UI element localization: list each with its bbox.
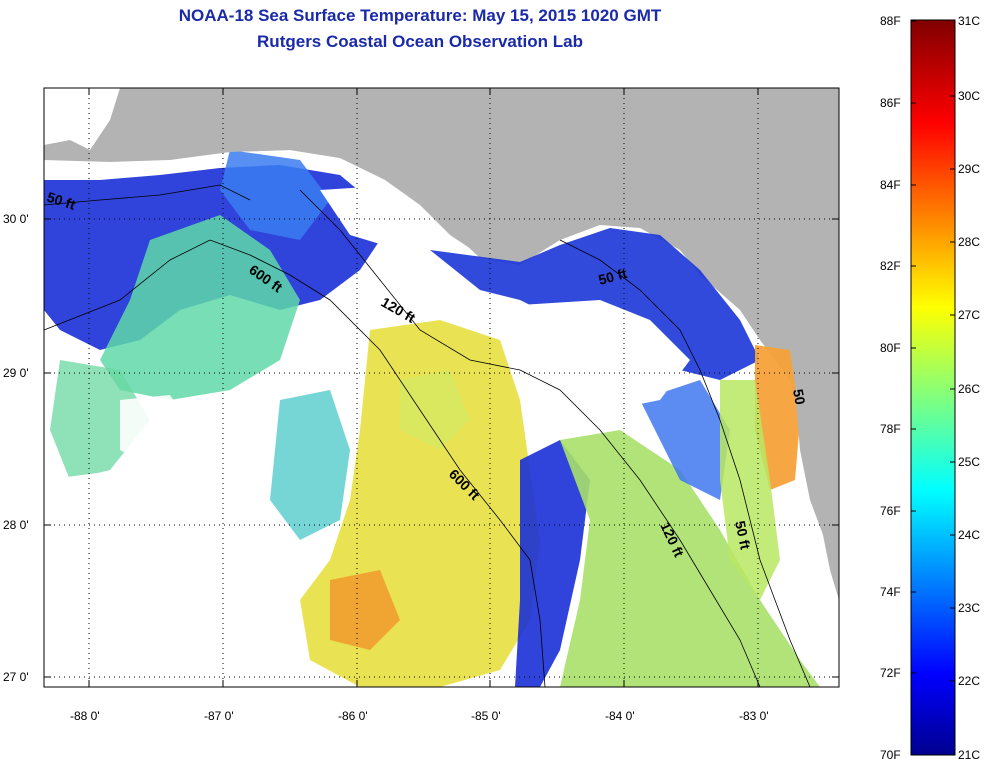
lat-tick-label: 27 0' (3, 670, 29, 684)
colorbar-c-label: 29C (958, 162, 980, 176)
mobile-bay-area (44, 88, 120, 150)
colorbar-c-label: 26C (958, 382, 980, 396)
ocean-layer (44, 150, 839, 687)
contour-label: 50 ft (732, 519, 754, 551)
colorbar-c-label: 21C (958, 748, 980, 762)
chart-title: NOAA-18 Sea Surface Temperature: May 15,… (178, 6, 662, 25)
colorbar-c-label: 22C (958, 674, 980, 688)
lat-tick-label: 28 0' (3, 518, 29, 532)
map-frame (43, 87, 840, 688)
colorbar-f-label: 78F (880, 422, 901, 436)
lat-tick-label: 30 0' (3, 212, 29, 226)
colorbar-c-label: 27C (958, 308, 980, 322)
lat-tick-label: 29 0' (3, 366, 29, 380)
colorbar-f-label: 82F (880, 259, 901, 273)
north-coast-land (44, 88, 839, 300)
colorbar-c-label: 31C (958, 14, 980, 28)
lon-tick-label: -86 0' (338, 709, 368, 723)
lon-tick-label: -85 0' (471, 709, 501, 723)
colorbar-f-label: 74F (880, 585, 901, 599)
colorbar-f-label: 76F (880, 504, 901, 518)
colorbar-f-label: 84F (880, 178, 901, 192)
colorbar-f-label: 80F (880, 341, 901, 355)
colorbar-c-label: 28C (958, 235, 980, 249)
colorbar-c-label: 23C (958, 601, 980, 615)
colorbar-f-label: 86F (880, 96, 901, 110)
colorbar-f-label: 70F (880, 748, 901, 762)
contour-lines (43, 184, 811, 688)
colorbar (910, 19, 956, 756)
chart-subtitle: Rutgers Coastal Ocean Observation Lab (257, 32, 583, 51)
colorbar-ticks (911, 20, 955, 682)
colorbar-f-label: 72F (880, 666, 901, 680)
contour-label: 50 ft (597, 265, 629, 288)
tick-marks (44, 88, 839, 687)
colorbar-c-label: 24C (958, 528, 980, 542)
florida-peninsula (795, 300, 839, 540)
lon-tick-label: -84 0' (605, 709, 635, 723)
colorbar-c-label: 30C (958, 89, 980, 103)
lon-tick-label: -87 0' (204, 709, 234, 723)
colorbar-f-label: 88F (880, 14, 901, 28)
lon-tick-label: -88 0' (70, 709, 100, 723)
lon-tick-label: -83 0' (739, 709, 769, 723)
contour-label: 50 (790, 388, 808, 406)
colorbar-c-label: 25C (958, 455, 980, 469)
